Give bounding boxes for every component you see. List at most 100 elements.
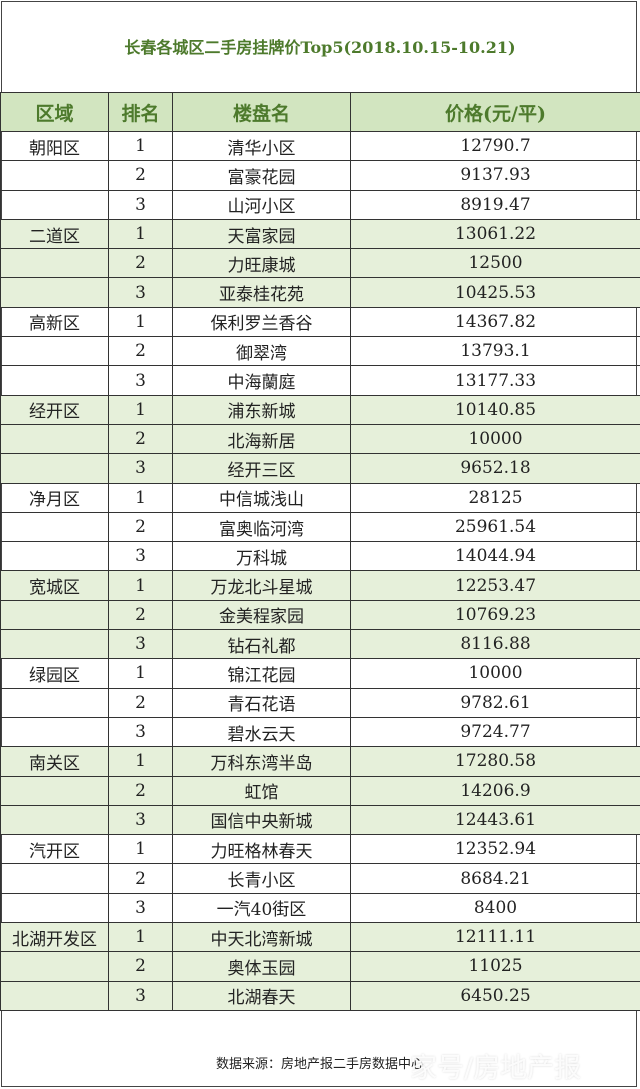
table-row: 3 国信中央新城 12443.61 [0, 804, 640, 836]
district-cell: 绿园区 [0, 658, 109, 689]
district-cell: 南关区 [0, 746, 109, 777]
price-cell: 12111.11 [350, 922, 640, 953]
district-cell [0, 511, 109, 543]
price-cell: 9782.61 [350, 687, 640, 718]
rank-cell: 3 [108, 453, 173, 484]
rank-cell: 1 [108, 658, 173, 689]
price-cell: 12500 [350, 248, 640, 279]
price-cell: 17280.58 [350, 746, 640, 777]
price-cell: 10000 [350, 423, 640, 455]
estate-cell: 碧水云天 [172, 716, 351, 748]
estate-cell: 中天北湾新城 [172, 922, 351, 953]
district-cell: 高新区 [0, 306, 109, 338]
rank-cell: 2 [108, 951, 173, 982]
estate-cell: 力旺康城 [172, 248, 351, 279]
price-cell: 12352.94 [350, 834, 640, 865]
district-cell [0, 248, 109, 279]
header-estate: 楼盘名 [172, 92, 351, 132]
rank-cell: 2 [108, 775, 173, 806]
table-row: 3 万科城 14044.94 [0, 541, 640, 572]
estate-cell: 保利罗兰香谷 [172, 306, 351, 338]
estate-cell: 富豪花园 [172, 160, 351, 191]
price-cell: 9724.77 [350, 716, 640, 748]
district-cell: 净月区 [0, 482, 109, 513]
price-cell: 13793.1 [350, 336, 640, 367]
table-row: 3 亚泰桂花苑 10425.53 [0, 277, 640, 308]
source-note: 数据来源：房地产报二手房数据中心 [215, 1057, 424, 1072]
table-row: 朝阳区 1 清华小区 12790.7 [0, 130, 640, 162]
table-row: 2 虹馆 14206.9 [0, 775, 640, 806]
estate-cell: 奥体玉园 [172, 951, 351, 982]
district-cell: 宽城区 [0, 570, 109, 601]
rank-cell: 2 [108, 423, 173, 455]
price-cell: 10769.23 [350, 599, 640, 631]
district-cell [0, 629, 109, 660]
price-cell: 12253.47 [350, 570, 640, 601]
estate-cell: 力旺格林春天 [172, 834, 351, 865]
price-cell: 8400 [350, 892, 640, 924]
table-row: 净月区 1 中信城浅山 28125 [0, 482, 640, 513]
district-cell: 朝阳区 [0, 130, 109, 162]
district-cell [0, 951, 109, 982]
estate-cell: 北湖春天 [172, 980, 351, 1011]
price-cell: 14044.94 [350, 541, 640, 572]
estate-cell: 富奥临河湾 [172, 511, 351, 543]
price-cell: 28125 [350, 482, 640, 513]
table-row: 二道区 1 天富家园 13061.22 [0, 218, 640, 250]
district-cell [0, 892, 109, 924]
estate-cell: 清华小区 [172, 130, 351, 162]
table-row: 3 钻石礼都 8116.88 [0, 629, 640, 660]
estate-cell: 山河小区 [172, 189, 351, 220]
price-cell: 14367.82 [350, 306, 640, 338]
rank-cell: 3 [108, 980, 173, 1011]
table-row: 2 北海新居 10000 [0, 423, 640, 455]
price-cell: 13177.33 [350, 365, 640, 396]
watermark: 家号/房地产报 [410, 1053, 582, 1084]
district-cell [0, 804, 109, 836]
price-cell: 8116.88 [350, 629, 640, 660]
price-cell: 11025 [350, 951, 640, 982]
rank-cell: 3 [108, 716, 173, 748]
rank-cell: 2 [108, 248, 173, 279]
table-title: 长春各城区二手房挂牌价Top5(2018.10.15-10.21) [124, 38, 516, 57]
estate-cell: 亚泰桂花苑 [172, 277, 351, 308]
estate-cell: 经开三区 [172, 453, 351, 484]
table-row: 高新区 1 保利罗兰香谷 14367.82 [0, 306, 640, 338]
estate-cell: 中海蘭庭 [172, 365, 351, 396]
rank-cell: 3 [108, 365, 173, 396]
table-row: 北湖开发区 1 中天北湾新城 12111.11 [0, 922, 640, 953]
district-cell [0, 277, 109, 308]
table-row: 3 一汽40街区 8400 [0, 892, 640, 924]
rank-cell: 2 [108, 511, 173, 543]
estate-cell: 万科城 [172, 541, 351, 572]
header-rank: 排名 [108, 92, 173, 132]
district-cell [0, 687, 109, 718]
district-cell: 经开区 [0, 394, 109, 425]
table-row: 2 富豪花园 9137.93 [0, 160, 640, 191]
table-row: 3 碧水云天 9724.77 [0, 716, 640, 748]
price-cell: 13061.22 [350, 218, 640, 250]
price-cell: 8684.21 [350, 863, 640, 894]
estate-cell: 御翠湾 [172, 336, 351, 367]
estate-cell: 万龙北斗星城 [172, 570, 351, 601]
district-cell [0, 599, 109, 631]
district-cell: 汽开区 [0, 834, 109, 865]
price-cell: 14206.9 [350, 775, 640, 806]
table-row: 2 富奥临河湾 25961.54 [0, 511, 640, 543]
district-cell [0, 716, 109, 748]
price-cell: 25961.54 [350, 511, 640, 543]
price-cell: 9137.93 [350, 160, 640, 191]
table-row: 2 力旺康城 12500 [0, 248, 640, 279]
estate-cell: 一汽40街区 [172, 892, 351, 924]
district-cell [0, 365, 109, 396]
rank-cell: 2 [108, 863, 173, 894]
table-row: 宽城区 1 万龙北斗星城 12253.47 [0, 570, 640, 601]
estate-cell: 北海新居 [172, 423, 351, 455]
estate-cell: 万科东湾半岛 [172, 746, 351, 777]
district-cell [0, 980, 109, 1011]
table-row: 2 青石花语 9782.61 [0, 687, 640, 718]
rank-cell: 3 [108, 892, 173, 924]
rank-cell: 2 [108, 160, 173, 191]
district-cell [0, 775, 109, 806]
price-cell: 12790.7 [350, 130, 640, 162]
